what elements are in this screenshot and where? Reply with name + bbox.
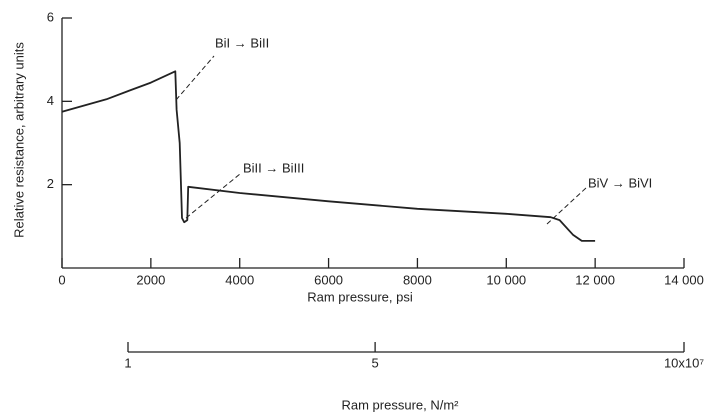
data-line: [61, 70, 596, 242]
x2-axis-label: Ram pressure, N/m²: [341, 397, 459, 412]
leader-line: [175, 55, 215, 101]
y-tick-label: 4: [47, 93, 54, 108]
x-tick-label: 2000: [136, 272, 165, 287]
y-axis-label: Relative resistance, arbitrary units: [11, 42, 26, 238]
x-tick-label: 8000: [403, 272, 432, 287]
x-tick-label: 10 000: [486, 272, 526, 287]
x-tick-label: 6000: [314, 272, 343, 287]
annotation: BiII → BiIII: [243, 160, 304, 175]
y-tick-label: 6: [47, 9, 54, 24]
x-tick-label: 12 000: [575, 272, 615, 287]
x2-tick-label: 10x10⁷: [664, 355, 704, 370]
x-tick-label: 14 000: [664, 272, 704, 287]
x-tick-label: 4000: [225, 272, 254, 287]
x2-tick-label: 5: [371, 355, 378, 370]
x-tick-label: 0: [58, 272, 65, 287]
y-tick-label: 2: [47, 176, 54, 191]
leader-line: [185, 173, 241, 219]
annotation: BiI → BiII: [215, 35, 269, 50]
x-axis-label: Ram pressure, psi: [307, 289, 413, 304]
annotation: BiV → BiVI: [588, 175, 652, 190]
x2-tick-label: 1: [124, 355, 131, 370]
